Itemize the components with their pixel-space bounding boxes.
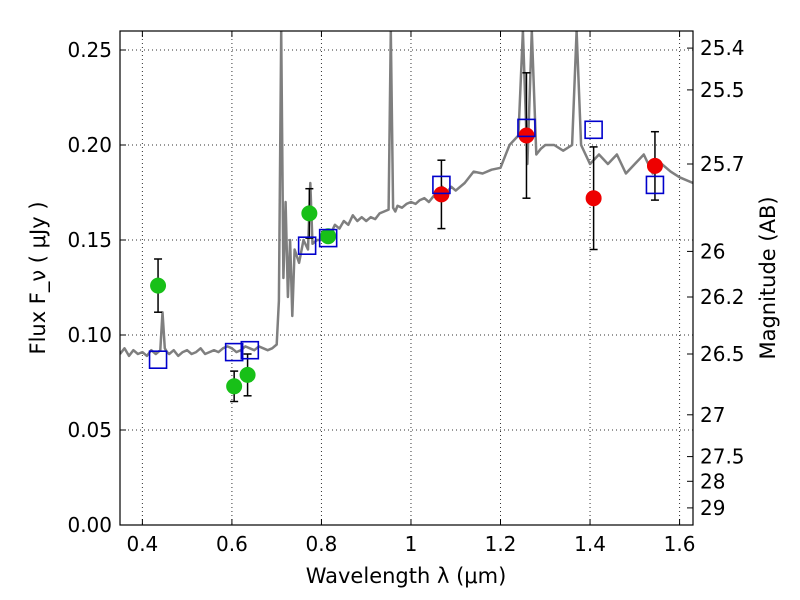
x-tick-label: 1.6 xyxy=(664,532,696,556)
model-spectrum-line xyxy=(120,31,693,358)
plot-frame xyxy=(119,30,694,526)
y-axis-title: Flux F_ν ( μJy ) xyxy=(26,201,51,354)
right-tick-labels: 25.4 25.5 25.7 26 26.2 26.5 27 27.528 29 xyxy=(700,36,745,520)
y-tick-label: 0.15 xyxy=(67,228,112,252)
blue-square xyxy=(645,175,665,195)
red-point xyxy=(518,127,535,144)
right-tick-label: 27.5 xyxy=(700,445,745,469)
green-point xyxy=(301,205,318,222)
right-tick-label: 29 xyxy=(700,496,725,520)
y-tick-labels: 0.00 0.05 0.10 0.15 0.20 0.25 xyxy=(67,38,112,537)
x-tick-label: 0.4 xyxy=(126,532,158,556)
right-tick-label: 26.5 xyxy=(700,342,745,366)
blue-square xyxy=(297,236,317,255)
tick-marks xyxy=(120,31,693,526)
x-tick-label: 0.6 xyxy=(216,532,248,556)
right-tick-label: 26.2 xyxy=(700,285,745,309)
error-bars xyxy=(154,72,659,403)
y-tick-label: 0.20 xyxy=(67,133,112,157)
blue-square xyxy=(240,340,260,360)
blue-square xyxy=(318,228,338,248)
blue-square xyxy=(517,118,536,138)
green-point xyxy=(150,277,167,294)
x-tick-label: 1.4 xyxy=(574,532,606,556)
right-axis-title: Magnitude (AB) xyxy=(756,196,780,359)
x-tick-label: 0.8 xyxy=(306,532,338,556)
green-point xyxy=(226,378,243,395)
green-point xyxy=(320,228,337,245)
green-point xyxy=(239,366,256,383)
red-point xyxy=(433,186,450,203)
y-tick-label: 0.10 xyxy=(67,323,112,347)
y-tick-label: 0.25 xyxy=(67,38,112,62)
x-axis-title: Wavelength λ (μm) xyxy=(306,564,507,588)
blue-square xyxy=(224,342,244,362)
red-point xyxy=(585,190,602,207)
model-spectrum xyxy=(120,31,693,358)
y-tick-label: 0.05 xyxy=(67,418,112,442)
grid-lines xyxy=(120,31,693,526)
blue-square xyxy=(432,175,451,195)
data-points xyxy=(148,118,665,395)
blue-square xyxy=(584,120,603,140)
right-tick-label: 25.7 xyxy=(700,152,745,176)
right-tick-label: 25.5 xyxy=(700,78,745,102)
blue-square xyxy=(148,350,168,370)
right-tick-label: 28 xyxy=(700,469,725,493)
y-tick-label: 0.00 xyxy=(67,513,112,537)
right-tick-label: 25.4 xyxy=(700,36,745,60)
right-tick-label: 26 xyxy=(700,239,725,263)
x-tick-labels: 0.4 0.6 0.8 1 1.2 1.4 1.6 xyxy=(126,532,695,556)
x-tick-label: 1.2 xyxy=(485,532,517,556)
x-tick-label: 1 xyxy=(405,532,418,556)
red-point xyxy=(646,157,663,174)
right-tick-label: 27 xyxy=(700,403,725,427)
